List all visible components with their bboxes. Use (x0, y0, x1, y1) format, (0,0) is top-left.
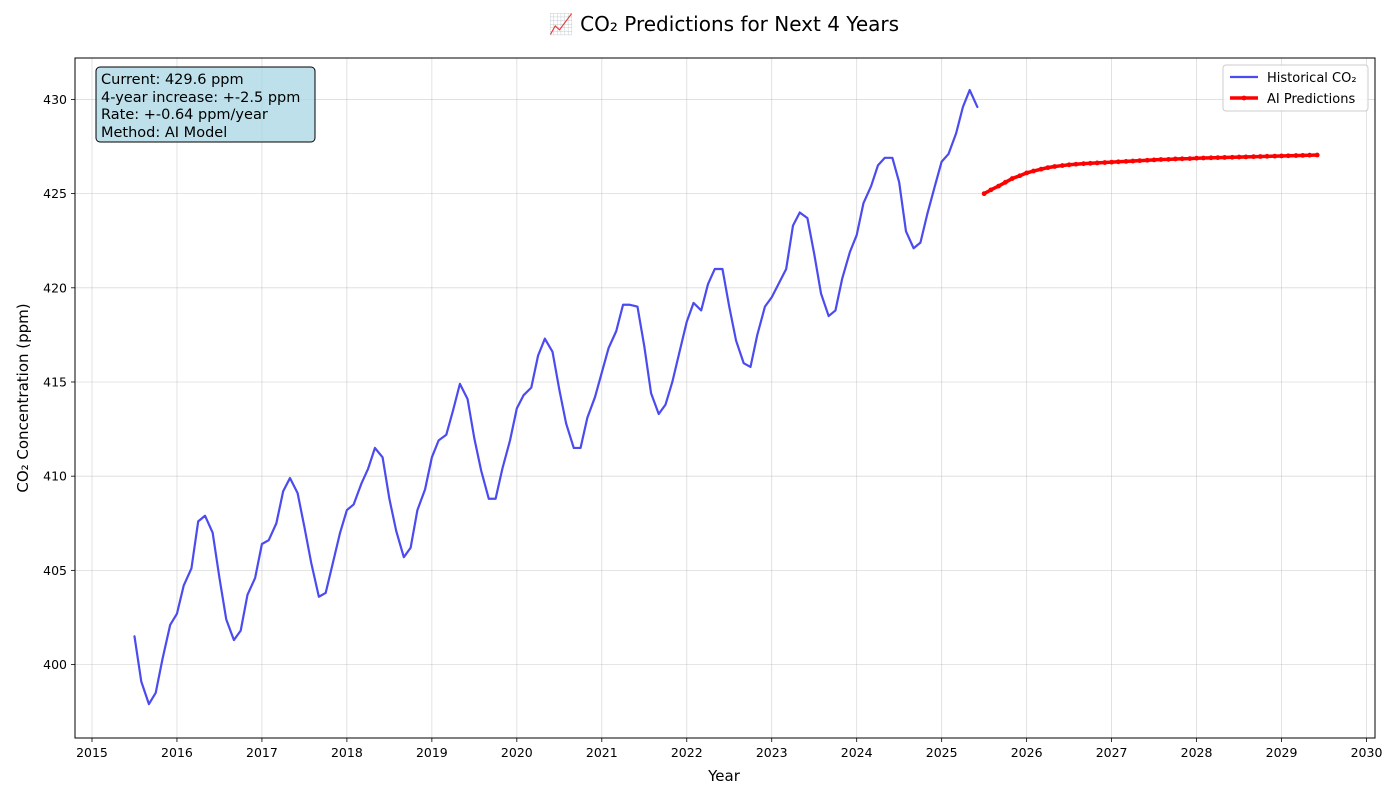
prediction-point (1130, 158, 1136, 164)
y-tick-label: 400 (43, 657, 67, 672)
prediction-point (1236, 154, 1242, 160)
x-tick-label: 2018 (331, 745, 363, 760)
x-tick-label: 2019 (416, 745, 448, 760)
prediction-point (1285, 153, 1291, 159)
prediction-point (1293, 153, 1299, 158)
prediction-point (1073, 161, 1079, 167)
y-tick-label: 410 (43, 469, 67, 484)
legend-frame (1222, 64, 1369, 112)
prediction-point (1087, 160, 1093, 166)
y-tick-label: 415 (43, 374, 67, 389)
prediction-point (1081, 161, 1086, 167)
prediction-point (1194, 155, 1199, 161)
prediction-point (1279, 153, 1284, 159)
x-tick-label: 2026 (1011, 745, 1043, 760)
x-tick-label: 2025 (926, 745, 958, 760)
prediction-point (1307, 152, 1312, 158)
prediction-point (1045, 165, 1051, 171)
prediction-point (1002, 179, 1008, 185)
x-tick-label: 2030 (1351, 745, 1383, 760)
x-tick-label: 2022 (671, 745, 703, 760)
prediction-point (1200, 155, 1206, 161)
prediction-point (1109, 159, 1114, 165)
prediction-point (1017, 173, 1023, 179)
prediction-point (1272, 153, 1278, 159)
prediction-point (1243, 154, 1249, 160)
x-tick-label: 2016 (161, 745, 193, 760)
series-line-historical (133, 88, 979, 706)
prediction-point (1052, 164, 1058, 169)
legend-label-historical: Historical CO₂ (1267, 71, 1357, 86)
x-tick-label: 2017 (246, 745, 278, 760)
y-tick-label: 405 (43, 563, 67, 578)
grid (75, 58, 1375, 738)
prediction-point (1257, 154, 1263, 159)
prediction-point (988, 187, 994, 193)
series-layer (133, 88, 1320, 706)
prediction-point (1179, 156, 1185, 162)
info-increase: 4-year increase: +-2.5 ppm (101, 90, 300, 106)
prediction-point (1187, 156, 1193, 161)
prediction-point (1038, 166, 1044, 172)
prediction-point (1172, 156, 1178, 162)
legend-marker-predictions (1241, 95, 1247, 101)
chart-title: 📈 CO₂ Predictions for Next 4 Years (549, 12, 899, 36)
prediction-point (981, 191, 987, 197)
info-rate: Rate: +-0.64 ppm/year (101, 107, 268, 123)
prediction-point (1137, 158, 1143, 164)
prediction-point (1116, 159, 1121, 165)
legend: Historical CO₂ AI Predictions (1222, 64, 1369, 112)
prediction-point (1314, 152, 1320, 158)
x-tick-label: 2021 (586, 745, 618, 760)
x-tick-label: 2023 (756, 745, 788, 760)
y-axis-label: CO₂ Concentration (ppm) (14, 303, 32, 492)
x-tick-label: 2027 (1096, 745, 1128, 760)
info-current: Current: 429.6 ppm (101, 72, 244, 88)
axis-ticks: 2015 2016 2017 2018 2019 2020 2021 2022 2023 2024… (43, 92, 1382, 760)
prediction-point (1009, 176, 1015, 181)
prediction-point (1215, 155, 1221, 161)
info-box-background (95, 66, 316, 143)
prediction-point (1208, 155, 1214, 161)
prediction-point (1158, 157, 1164, 162)
prediction-point (1251, 154, 1256, 160)
x-tick-label: 2020 (501, 745, 533, 760)
x-tick-label: 2024 (841, 745, 873, 760)
x-tick-label: 2029 (1266, 745, 1298, 760)
x-tick-label: 2028 (1181, 745, 1213, 760)
prediction-point (1066, 162, 1072, 168)
y-tick-label: 420 (43, 280, 67, 295)
legend-label-predictions: AI Predictions (1267, 92, 1355, 107)
prediction-point (1024, 170, 1030, 176)
y-tick-label: 430 (43, 92, 67, 107)
prediction-point (1059, 163, 1065, 168)
prediction-point (1300, 152, 1306, 158)
prediction-point (1222, 155, 1228, 160)
prediction-point (1229, 154, 1235, 160)
prediction-point (996, 183, 1001, 189)
x-tick-label: 2015 (76, 745, 108, 760)
plot-frame (74, 57, 1376, 739)
info-method: Method: AI Model (101, 125, 227, 141)
prediction-point (1264, 153, 1270, 159)
prediction-point (1094, 160, 1100, 166)
prediction-point (1123, 159, 1129, 164)
info-box: Current: 429.6 ppm 4-year increase: +-2.… (95, 66, 316, 143)
prediction-point (1102, 160, 1108, 165)
prediction-point (1151, 157, 1157, 163)
x-axis-label: Year (707, 767, 741, 785)
prediction-point (1031, 168, 1036, 174)
prediction-point (1166, 156, 1171, 162)
prediction-point (1144, 157, 1150, 163)
y-tick-label: 425 (43, 186, 67, 201)
